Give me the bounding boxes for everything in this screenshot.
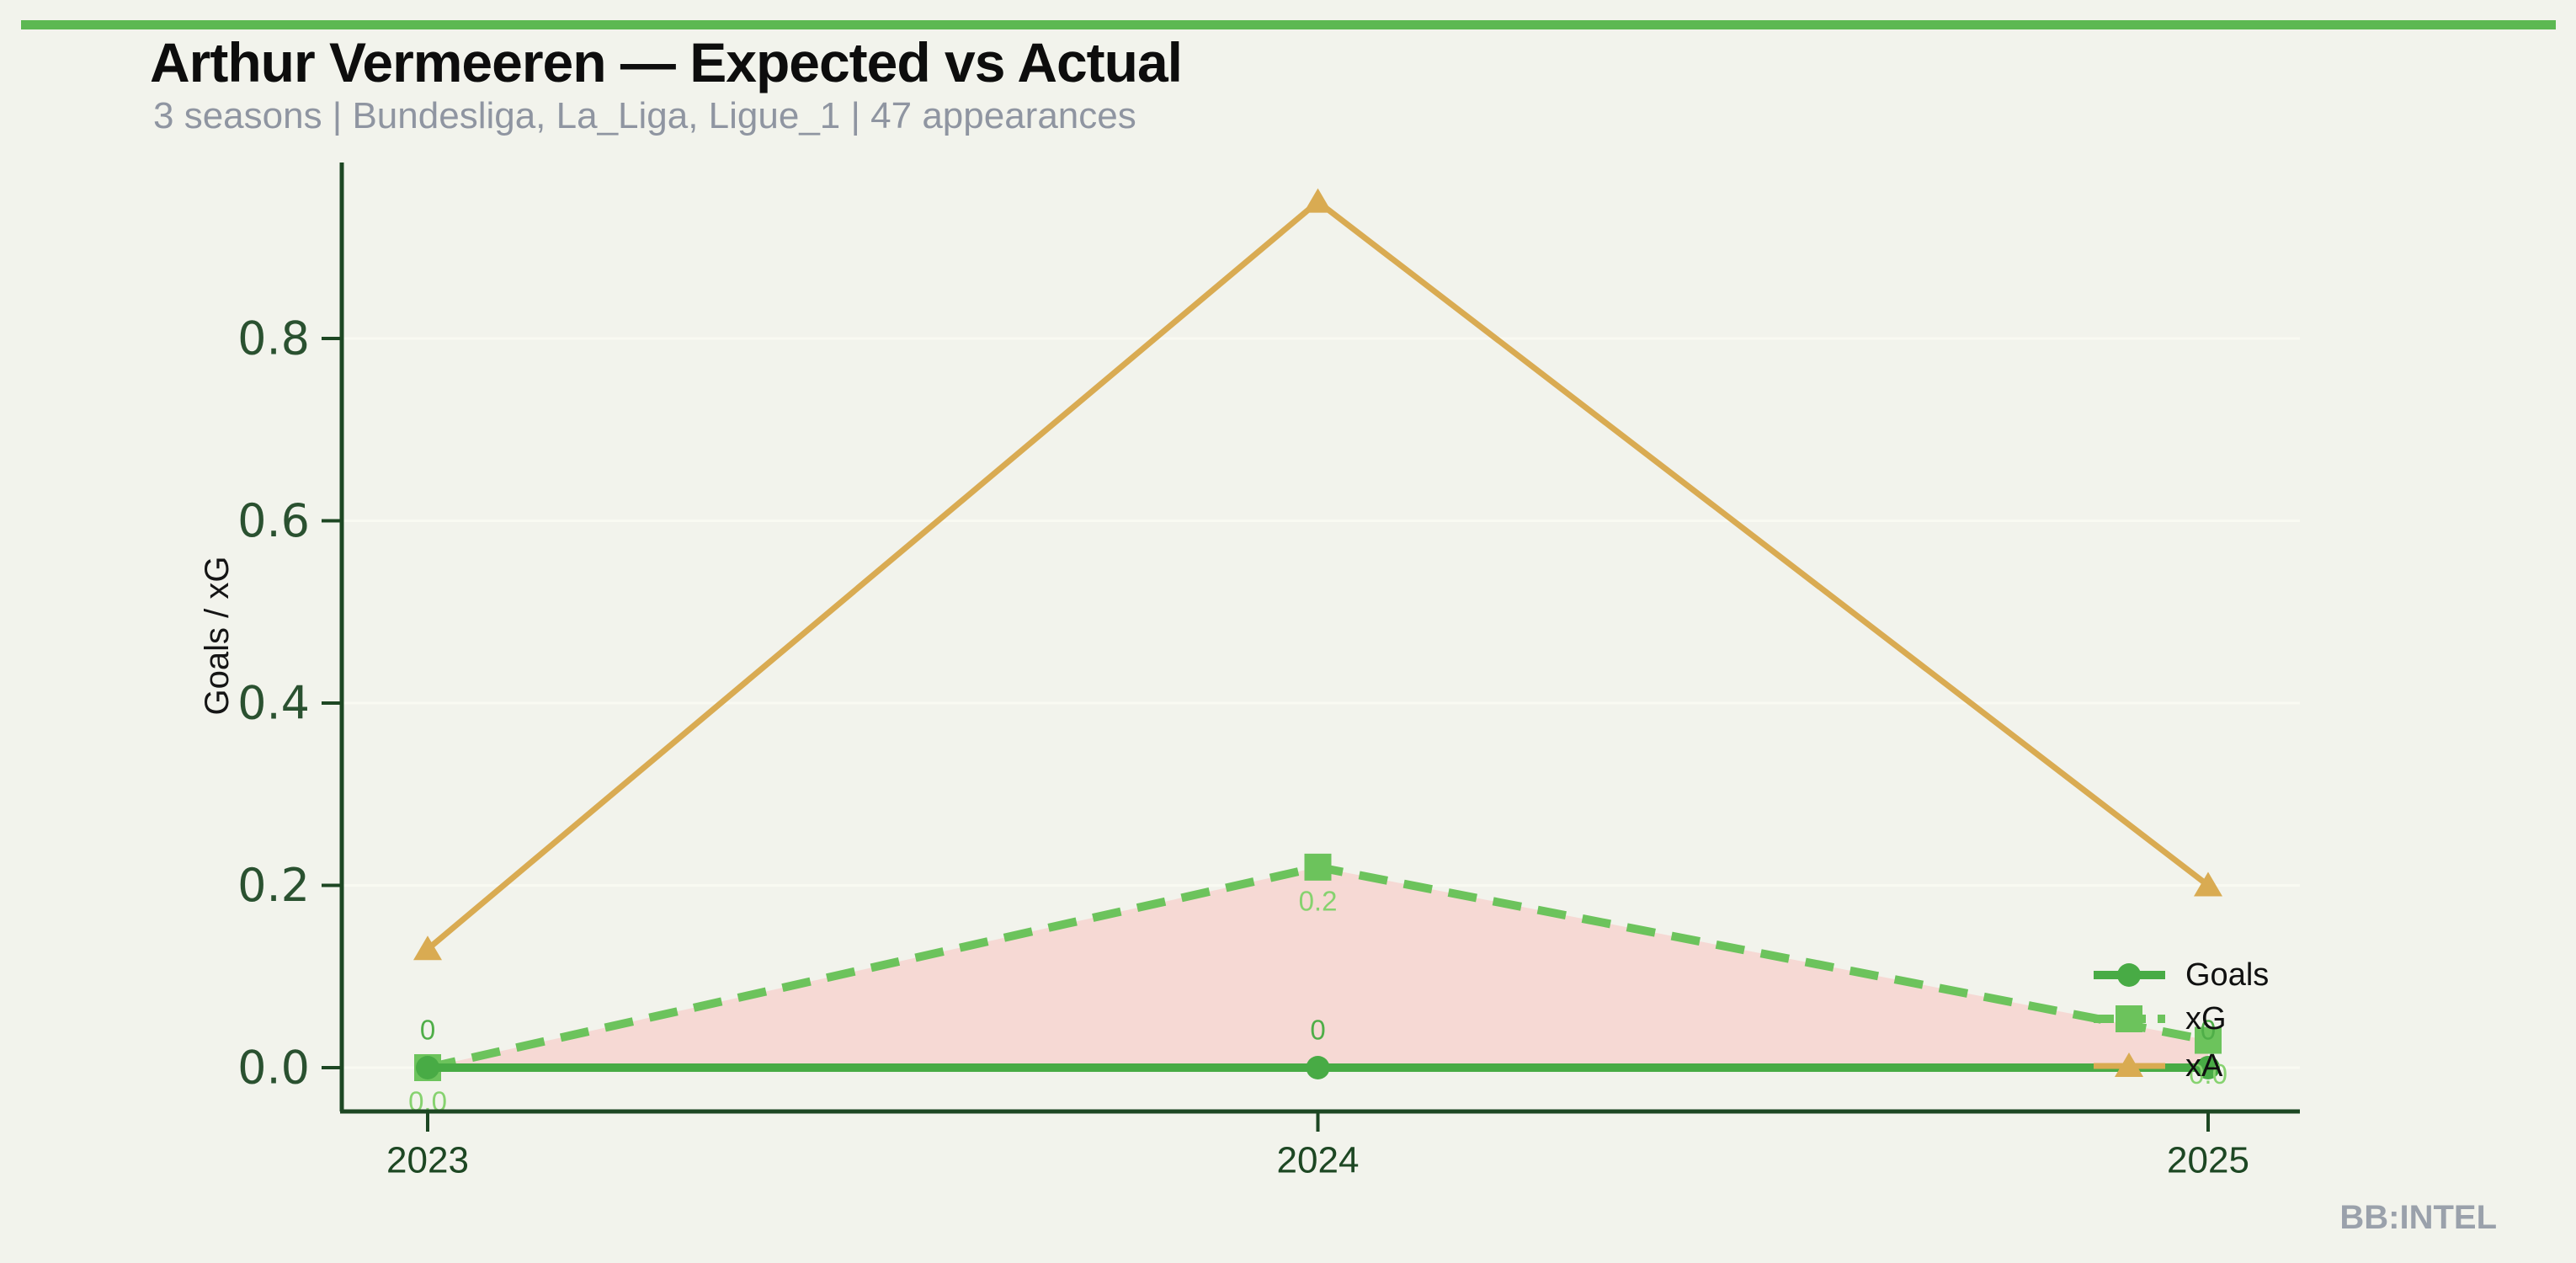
xa-marker — [2194, 871, 2222, 897]
xg-point-label: 0.2 — [1299, 885, 1338, 916]
goals-point-label: 0 — [2201, 1015, 2216, 1046]
goals-marker — [2196, 1056, 2220, 1079]
xa-marker — [1303, 188, 1333, 213]
legend-marker-goals — [2117, 963, 2141, 987]
y-tick-label: 0.0 — [237, 1042, 310, 1095]
y-tick-label: 0.4 — [237, 677, 310, 730]
goals-point-label: 0 — [420, 1015, 435, 1046]
xg-marker — [2195, 1026, 2222, 1054]
x-tick-label: 2025 — [2167, 1140, 2249, 1181]
goals-marker — [416, 1056, 439, 1079]
watermark: BB:INTEL — [2339, 1199, 2497, 1236]
accent-bar — [21, 20, 2556, 29]
xg-marker — [1304, 853, 1332, 881]
legend-label-goals: Goals — [2185, 957, 2269, 993]
y-tick-label: 0.6 — [237, 494, 310, 547]
x-tick-label: 2024 — [1277, 1140, 1360, 1181]
legend-label-xa: xA — [2185, 1048, 2223, 1084]
goals-marker — [1306, 1056, 1330, 1079]
legend-label-xg: xG — [2185, 1001, 2227, 1037]
legend-marker-xa — [2115, 1052, 2143, 1077]
y-tick-label: 0.2 — [237, 859, 310, 912]
y-axis-title: Goals / xG — [199, 557, 236, 716]
xa-marker — [413, 935, 442, 961]
y-tick-label: 0.8 — [237, 312, 310, 365]
goals-point-label: 0 — [1310, 1015, 1325, 1046]
xg-point-label: 0.0 — [2189, 1058, 2227, 1090]
xg-goals-fill-area — [428, 866, 2208, 1068]
page-title: Arthur Vermeeren — Expected vs Actual — [150, 31, 1183, 93]
legend-marker-xg — [2116, 1005, 2142, 1032]
x-tick-label: 2023 — [386, 1140, 469, 1181]
xa-series-line — [425, 198, 2211, 951]
page-subtitle: 3 seasons | Bundesliga, La_Liga, Ligue_1… — [153, 95, 1136, 136]
